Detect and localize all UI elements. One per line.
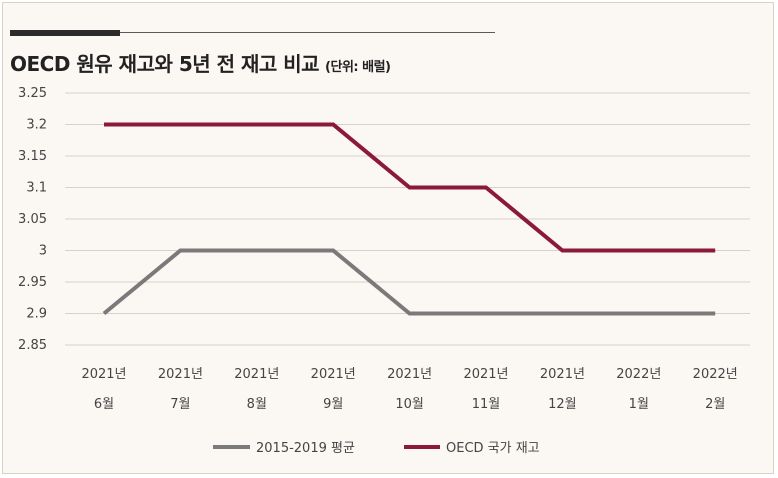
x-tick-label-month: 9월	[323, 397, 343, 412]
x-tick-label-month: 2월	[705, 397, 725, 412]
title-accent-bar	[10, 30, 120, 36]
x-tick-label-month: 8월	[247, 397, 267, 412]
y-tick-label: 3.25	[18, 86, 47, 101]
x-tick-label-year: 2021년	[234, 367, 279, 382]
x-tick-label-year: 2021년	[387, 367, 432, 382]
legend-label: 2015-2019 평균	[256, 441, 355, 456]
x-tick-label-year: 2021년	[81, 367, 126, 382]
y-tick-label: 3.05	[18, 212, 47, 227]
x-tick-label-month: 10월	[395, 397, 424, 412]
x-tick-label-month: 6월	[94, 397, 114, 412]
y-tick-label: 3.1	[26, 181, 47, 196]
y-tick-label: 3.2	[26, 118, 47, 133]
x-tick-label-month: 7월	[170, 397, 190, 412]
chart-panel	[2, 2, 774, 474]
x-tick-label-year: 2021년	[463, 367, 508, 382]
y-tick-label: 2.9	[26, 307, 47, 322]
x-tick-label-year: 2021년	[158, 367, 203, 382]
y-tick-label: 3	[39, 244, 47, 259]
title-rule	[120, 32, 495, 33]
y-tick-label: 2.95	[18, 275, 47, 290]
x-tick-label-month: 1월	[629, 397, 649, 412]
y-tick-label: 3.15	[18, 149, 47, 164]
x-tick-label-year: 2021년	[540, 367, 585, 382]
x-tick-label-year: 2022년	[693, 367, 738, 382]
x-tick-label-year: 2021년	[311, 367, 356, 382]
y-tick-label: 2.85	[18, 338, 47, 353]
chart-title-text: OECD 원유 재고와 5년 전 재고 비교	[10, 52, 320, 76]
chart-title: OECD 원유 재고와 5년 전 재고 비교 (단위: 배럴)	[10, 48, 391, 77]
x-tick-label-month: 11월	[472, 397, 501, 412]
x-tick-label-year: 2022년	[616, 367, 661, 382]
legend-label: OECD 국가 재고	[446, 441, 540, 456]
chart-unit: (단위: 배럴)	[325, 60, 391, 75]
x-tick-label-month: 12월	[548, 397, 577, 412]
